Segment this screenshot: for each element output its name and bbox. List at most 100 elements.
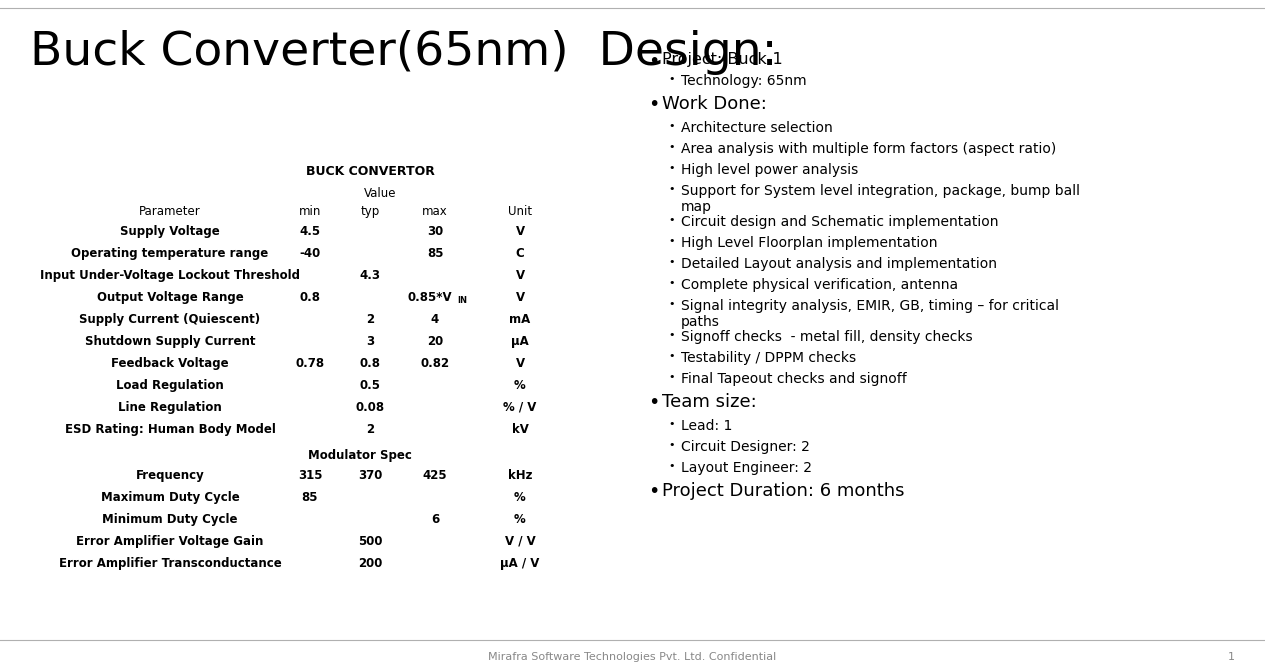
Text: •: • [668,440,674,450]
Text: High level power analysis: High level power analysis [681,163,858,177]
Text: μA / V: μA / V [501,557,540,570]
Text: •: • [668,330,674,340]
Text: Project Duration: 6 months: Project Duration: 6 months [662,482,904,500]
Text: C: C [516,247,525,260]
Text: 4.3: 4.3 [359,269,381,282]
Text: •: • [668,163,674,173]
Text: •: • [648,482,659,501]
Text: 0.5: 0.5 [359,379,381,392]
Text: Value: Value [364,187,396,200]
Text: Minimum Duty Cycle: Minimum Duty Cycle [102,513,238,526]
Text: ESD Rating: Human Body Model: ESD Rating: Human Body Model [65,423,276,436]
Text: 200: 200 [358,557,382,570]
Text: 425: 425 [423,469,448,482]
Text: Layout Engineer: 2: Layout Engineer: 2 [681,461,812,475]
Text: % / V: % / V [503,401,536,414]
Text: Output Voltage Range: Output Voltage Range [96,291,243,304]
Text: typ: typ [361,205,380,218]
Text: -40: -40 [300,247,320,260]
Text: Frequency: Frequency [135,469,205,482]
Text: V: V [515,269,525,282]
Text: Architecture selection: Architecture selection [681,121,832,135]
Text: •: • [648,393,659,412]
Text: Error Amplifier Voltage Gain: Error Amplifier Voltage Gain [76,535,263,548]
Text: %: % [514,491,526,504]
Text: 4: 4 [431,313,439,326]
Text: 4.5: 4.5 [300,225,320,238]
Text: 0.78: 0.78 [296,357,325,370]
Text: Supply Current (Quiescent): Supply Current (Quiescent) [80,313,261,326]
Text: •: • [648,52,659,71]
Text: •: • [668,351,674,361]
Text: Circuit design and Schematic implementation: Circuit design and Schematic implementat… [681,215,998,229]
Text: Input Under-Voltage Lockout Threshold: Input Under-Voltage Lockout Threshold [40,269,300,282]
Text: kV: kV [511,423,529,436]
Text: 0.08: 0.08 [355,401,385,414]
Text: 315: 315 [297,469,323,482]
Text: •: • [668,121,674,131]
Text: kHz: kHz [507,469,533,482]
Text: Area analysis with multiple form factors (aspect ratio): Area analysis with multiple form factors… [681,142,1056,156]
Text: Detailed Layout analysis and implementation: Detailed Layout analysis and implementat… [681,257,997,271]
Text: Signoff checks  - metal fill, density checks: Signoff checks - metal fill, density che… [681,330,973,344]
Text: Lead: 1: Lead: 1 [681,419,732,433]
Text: •: • [668,142,674,152]
Text: V / V: V / V [505,535,535,548]
Text: %: % [514,379,526,392]
Text: •: • [648,95,659,114]
Text: •: • [668,215,674,225]
Text: Shutdown Supply Current: Shutdown Supply Current [85,335,256,348]
Text: Signal integrity analysis, EMIR, GB, timing – for critical
paths: Signal integrity analysis, EMIR, GB, tim… [681,299,1059,329]
Text: Circuit Designer: 2: Circuit Designer: 2 [681,440,810,454]
Text: 85: 85 [426,247,443,260]
Text: •: • [668,299,674,309]
Text: •: • [668,236,674,246]
Text: Supply Voltage: Supply Voltage [120,225,220,238]
Text: Team size:: Team size: [662,393,756,411]
Text: •: • [668,184,674,194]
Text: 3: 3 [366,335,374,348]
Text: 0.8: 0.8 [359,357,381,370]
Text: Unit: Unit [509,205,533,218]
Text: Project: Buck-1: Project: Buck-1 [662,52,783,67]
Text: •: • [668,419,674,429]
Text: 0.8: 0.8 [300,291,320,304]
Text: mA: mA [510,313,530,326]
Text: Buck Converter(65nm)  Design:: Buck Converter(65nm) Design: [30,30,778,75]
Text: 6: 6 [431,513,439,526]
Text: Mirafra Software Technologies Pvt. Ltd. Confidential: Mirafra Software Technologies Pvt. Ltd. … [488,652,777,662]
Text: •: • [668,372,674,382]
Text: 2: 2 [366,313,374,326]
Text: Error Amplifier Transconductance: Error Amplifier Transconductance [58,557,281,570]
Text: Parameter: Parameter [139,205,201,218]
Text: max: max [423,205,448,218]
Text: Work Done:: Work Done: [662,95,767,113]
Text: •: • [668,278,674,288]
Text: Load Regulation: Load Regulation [116,379,224,392]
Text: 370: 370 [358,469,382,482]
Text: V: V [515,225,525,238]
Text: V: V [515,291,525,304]
Text: Complete physical verification, antenna: Complete physical verification, antenna [681,278,958,292]
Text: 20: 20 [426,335,443,348]
Text: BUCK CONVERTOR: BUCK CONVERTOR [306,165,434,178]
Text: High Level Floorplan implementation: High Level Floorplan implementation [681,236,937,250]
Text: 2: 2 [366,423,374,436]
Text: %: % [514,513,526,526]
Text: 85: 85 [302,491,319,504]
Text: •: • [668,74,674,84]
Text: V: V [515,357,525,370]
Text: Modulator Spec: Modulator Spec [309,449,412,462]
Text: μA: μA [511,335,529,348]
Text: •: • [668,461,674,471]
Text: Operating temperature range: Operating temperature range [71,247,268,260]
Text: IN: IN [457,296,467,305]
Text: Feedback Voltage: Feedback Voltage [111,357,229,370]
Text: Technology: 65nm: Technology: 65nm [681,74,807,88]
Text: min: min [299,205,321,218]
Text: •: • [668,257,674,267]
Text: Maximum Duty Cycle: Maximum Duty Cycle [101,491,239,504]
Text: Final Tapeout checks and signoff: Final Tapeout checks and signoff [681,372,907,386]
Text: Line Regulation: Line Regulation [118,401,221,414]
Text: Support for System level integration, package, bump ball
map: Support for System level integration, pa… [681,184,1080,214]
